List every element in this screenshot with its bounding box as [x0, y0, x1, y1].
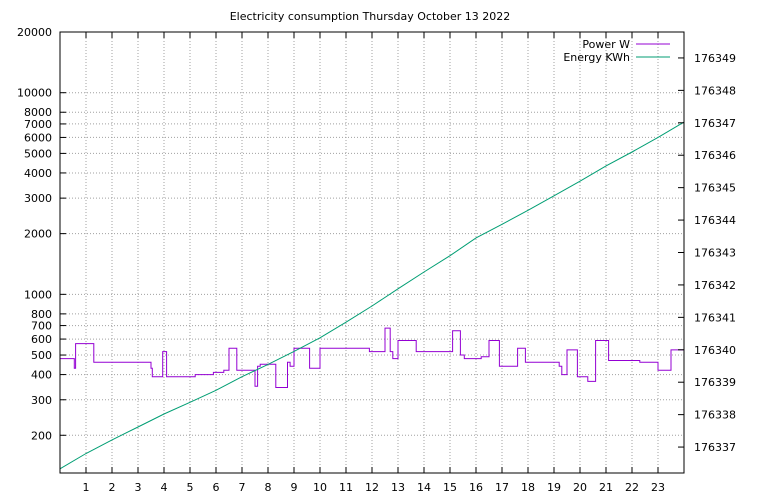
x-tick-label: 14: [417, 481, 431, 494]
x-tick-label: 1: [83, 481, 90, 494]
x-tick-label: 12: [365, 481, 379, 494]
x-tick-label: 5: [187, 481, 194, 494]
y-left-tick-label: 5000: [24, 147, 52, 160]
x-tick-label: 10: [313, 481, 327, 494]
grid-lines: [60, 31, 684, 473]
x-tick-label: 18: [521, 481, 535, 494]
y-right-tick-label: 176339: [694, 376, 736, 389]
y-left-tick-label: 500: [31, 349, 52, 362]
legend-label: Power W: [582, 38, 630, 51]
y-right-tick-label: 176344: [694, 214, 736, 227]
x-tick-label: 20: [573, 481, 587, 494]
y-left-tick-label: 3000: [24, 192, 52, 205]
y-left-tick-label: 300: [31, 394, 52, 407]
plot-frame: [59, 31, 685, 474]
x-tick-label: 19: [547, 481, 561, 494]
x-tick-label: 8: [265, 481, 272, 494]
y-left-tick-label: 200: [31, 429, 52, 442]
y-left-tick-label: 4000: [24, 167, 52, 180]
x-tick-label: 15: [443, 481, 457, 494]
y-right-tick-label: 176345: [694, 182, 736, 195]
y-right-tick-label: 176337: [694, 441, 736, 454]
tick-labels: 1 2 3 4 5 6 7 8 9 10 11 12 13 14 15 16 17 18 19 20 21 22 23200…: [17, 26, 736, 494]
y-left-tick-label: 700: [31, 320, 52, 333]
y-left-tick-label: 400: [31, 369, 52, 382]
x-tick-label: 16: [469, 481, 483, 494]
series-line-energy-kwh: [59, 121, 685, 470]
x-tick-label: 23: [651, 481, 665, 494]
y-left-tick-label: 8000: [24, 106, 52, 119]
y-left-tick-label: 600: [31, 333, 52, 346]
y-left-tick-label: 2000: [24, 228, 52, 241]
y-right-tick-label: 176347: [694, 117, 736, 130]
y-right-tick-label: 176343: [694, 247, 736, 260]
x-tick-label: 6: [213, 481, 220, 494]
y-right-tick-label: 176338: [694, 409, 736, 422]
y-right-tick-label: 176346: [694, 149, 736, 162]
x-tick-label: 4: [161, 481, 168, 494]
x-tick-label: 17: [495, 481, 509, 494]
y-left-tick-label: 10000: [17, 87, 52, 100]
x-tick-label: 2: [109, 481, 116, 494]
tick-marks: [60, 31, 684, 473]
y-left-tick-label: 7000: [24, 118, 52, 131]
series-layer: [59, 121, 685, 470]
x-tick-label: 22: [625, 481, 639, 494]
series-line-power-w: [60, 327, 684, 388]
y-left-tick-label: 1000: [24, 288, 52, 301]
x-tick-label: 9: [291, 481, 298, 494]
legend-label: Energy KWh: [563, 51, 630, 64]
y-right-tick-label: 176341: [694, 311, 736, 324]
x-tick-label: 7: [239, 481, 246, 494]
y-left-tick-label: 6000: [24, 131, 52, 144]
y-right-tick-label: 176349: [694, 52, 736, 65]
x-tick-label: 11: [339, 481, 353, 494]
y-right-tick-label: 176342: [694, 279, 736, 292]
x-tick-label: 3: [135, 481, 142, 494]
y-left-tick-label: 800: [31, 308, 52, 321]
chart-title: Electricity consumption Thursday October…: [230, 10, 511, 23]
y-right-tick-label: 176340: [694, 344, 736, 357]
x-tick-label: 13: [391, 481, 405, 494]
x-tick-label: 21: [599, 481, 613, 494]
y-right-tick-label: 176348: [694, 84, 736, 97]
y-left-tick-label: 20000: [17, 26, 52, 39]
